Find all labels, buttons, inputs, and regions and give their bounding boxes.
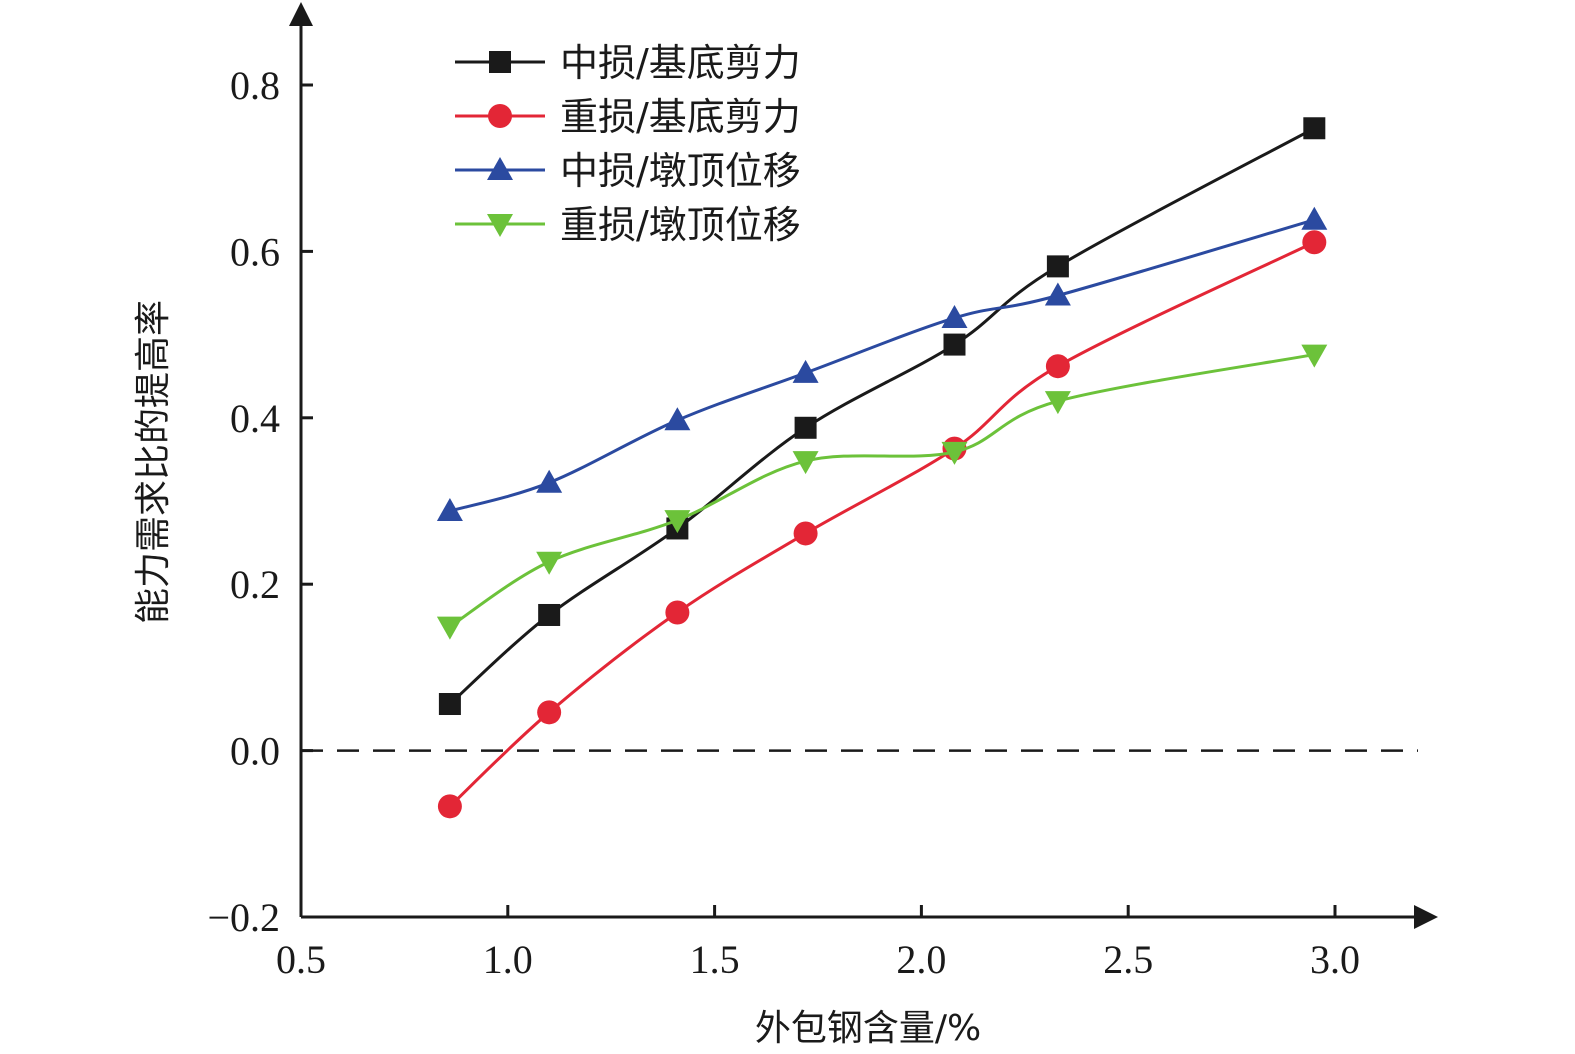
data-point bbox=[943, 333, 966, 356]
legend-label: 中损/基底剪力 bbox=[560, 41, 801, 85]
legend-marker bbox=[488, 104, 512, 128]
data-point bbox=[436, 497, 463, 521]
plot-area bbox=[301, 117, 1418, 819]
legend-marker bbox=[487, 214, 513, 237]
y-axis-title: 能力需求比的提高率 bbox=[133, 300, 174, 624]
x-ticks: 0.5 1.0 1.5 2.0 2.5 3.0 bbox=[276, 905, 1360, 982]
y-tick-label: −0.2 bbox=[207, 895, 280, 940]
data-point bbox=[1044, 391, 1071, 415]
data-point bbox=[537, 700, 562, 725]
data-point bbox=[1046, 255, 1069, 278]
series-layer bbox=[436, 117, 1328, 819]
data-point bbox=[536, 469, 563, 493]
y-axis-arrow bbox=[289, 2, 313, 26]
data-point bbox=[793, 521, 818, 546]
legend-item: 中损/墩顶位移 bbox=[455, 149, 801, 193]
series-4 bbox=[436, 344, 1328, 640]
data-point bbox=[437, 794, 462, 819]
series-2 bbox=[437, 230, 1327, 819]
series-3-line bbox=[449, 218, 1315, 513]
series-2-line bbox=[448, 240, 1315, 808]
data-point bbox=[665, 600, 690, 625]
data-point bbox=[792, 451, 819, 475]
legend-marker bbox=[487, 157, 513, 180]
data-point bbox=[1044, 282, 1071, 306]
x-axis-title: 外包钢含量/% bbox=[755, 1008, 981, 1049]
data-point bbox=[664, 407, 691, 431]
data-point bbox=[1303, 117, 1326, 140]
data-point bbox=[436, 616, 463, 640]
data-point bbox=[1302, 230, 1327, 255]
data-point bbox=[941, 304, 968, 328]
data-point bbox=[941, 441, 968, 465]
data-point bbox=[536, 551, 563, 575]
x-tick-label: 3.0 bbox=[1310, 937, 1360, 982]
data-point bbox=[664, 510, 691, 534]
x-tick-label: 1.5 bbox=[690, 937, 740, 982]
legend-marker bbox=[489, 51, 511, 73]
x-tick-label: 1.0 bbox=[483, 937, 533, 982]
x-tick-label: 0.5 bbox=[276, 937, 326, 982]
axes: 0.5 1.0 1.5 2.0 2.5 3.0 −0.2 0.0 0.2 0.4 0.6 0.8 bbox=[207, 2, 1438, 982]
y-ticks: −0.2 0.0 0.2 0.4 0.6 0.8 bbox=[207, 63, 313, 940]
y-tick-label: 0.0 bbox=[230, 729, 280, 774]
data-point bbox=[1301, 206, 1328, 230]
y-tick-label: 0.2 bbox=[230, 562, 280, 607]
legend-item: 重损/墩顶位移 bbox=[455, 203, 801, 247]
series-3 bbox=[436, 206, 1328, 521]
data-point bbox=[538, 603, 561, 626]
x-tick-label: 2.5 bbox=[1103, 937, 1153, 982]
data-point bbox=[792, 359, 819, 383]
data-point bbox=[1045, 354, 1070, 379]
legend-label: 中损/墩顶位移 bbox=[560, 149, 801, 193]
data-point bbox=[1301, 344, 1328, 368]
x-tick-label: 2.0 bbox=[896, 937, 946, 982]
y-tick-label: 0.8 bbox=[230, 63, 280, 108]
x-axis-arrow bbox=[1414, 905, 1438, 929]
legend-label: 重损/基底剪力 bbox=[560, 95, 801, 139]
y-tick-label: 0.4 bbox=[230, 396, 280, 441]
y-tick-label: 0.6 bbox=[230, 229, 280, 274]
data-point bbox=[794, 416, 817, 439]
data-point bbox=[438, 693, 461, 716]
legend-item: 中损/基底剪力 bbox=[455, 41, 801, 85]
legend-label: 重损/墩顶位移 bbox=[560, 203, 801, 247]
legend-item: 重损/基底剪力 bbox=[455, 95, 801, 139]
